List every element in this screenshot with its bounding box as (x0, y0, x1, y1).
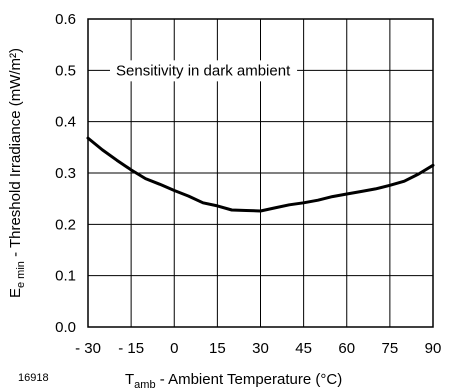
x-tick-label: 75 (382, 340, 399, 357)
x-axis-title-rest: - Ambient Temperature (°C) (156, 371, 343, 388)
y-axis-title-sub: e min (15, 261, 27, 288)
y-tick-label: 0.2 (55, 216, 76, 233)
y-tick-label: 0.0 (55, 319, 76, 336)
y-axis-title: Ee min - Threshold Irradiance (mW/m²) (7, 48, 27, 298)
x-tick-label: 15 (209, 340, 226, 357)
y-tick-label: 0.5 (55, 62, 76, 79)
series-line (86, 136, 435, 213)
x-axis-title-main: T (125, 371, 134, 388)
annotation-background (110, 60, 298, 82)
y-tick-label: 0.3 (55, 165, 76, 182)
x-axis-title-sub: amb (134, 379, 155, 390)
chart-annotation: Sensitivity in dark ambient (116, 62, 291, 79)
x-tick-label: 0 (170, 340, 178, 357)
x-axis-title: Tamb - Ambient Temperature (°C) (125, 371, 342, 390)
x-tick-label: - 30 (75, 340, 101, 357)
series-group (86, 136, 435, 213)
figure-id: 16918 (18, 372, 49, 384)
y-tick-label: 0.6 (55, 11, 76, 28)
x-tick-label: - 15 (118, 340, 144, 357)
x-tick-label: 45 (295, 340, 312, 357)
y-axis-title-main: E (7, 288, 24, 298)
y-axis-title-rest: - Threshold Irradiance (mW/m²) (7, 48, 24, 261)
x-tick-label: 90 (425, 340, 442, 357)
y-tick-label: 0.1 (55, 268, 76, 285)
x-tick-labels: - 30 - 15 0 15 30 45 60 75 90 (75, 340, 441, 357)
plot-frame (87, 18, 434, 328)
y-tick-label: 0.4 (55, 114, 76, 131)
x-tick-label: 30 (252, 340, 269, 357)
y-tick-labels: 0.0 0.1 0.2 0.3 0.4 0.5 0.6 (55, 11, 76, 336)
x-tick-label: 60 (338, 340, 355, 357)
annotation-group: Sensitivity in dark ambient (110, 60, 298, 82)
